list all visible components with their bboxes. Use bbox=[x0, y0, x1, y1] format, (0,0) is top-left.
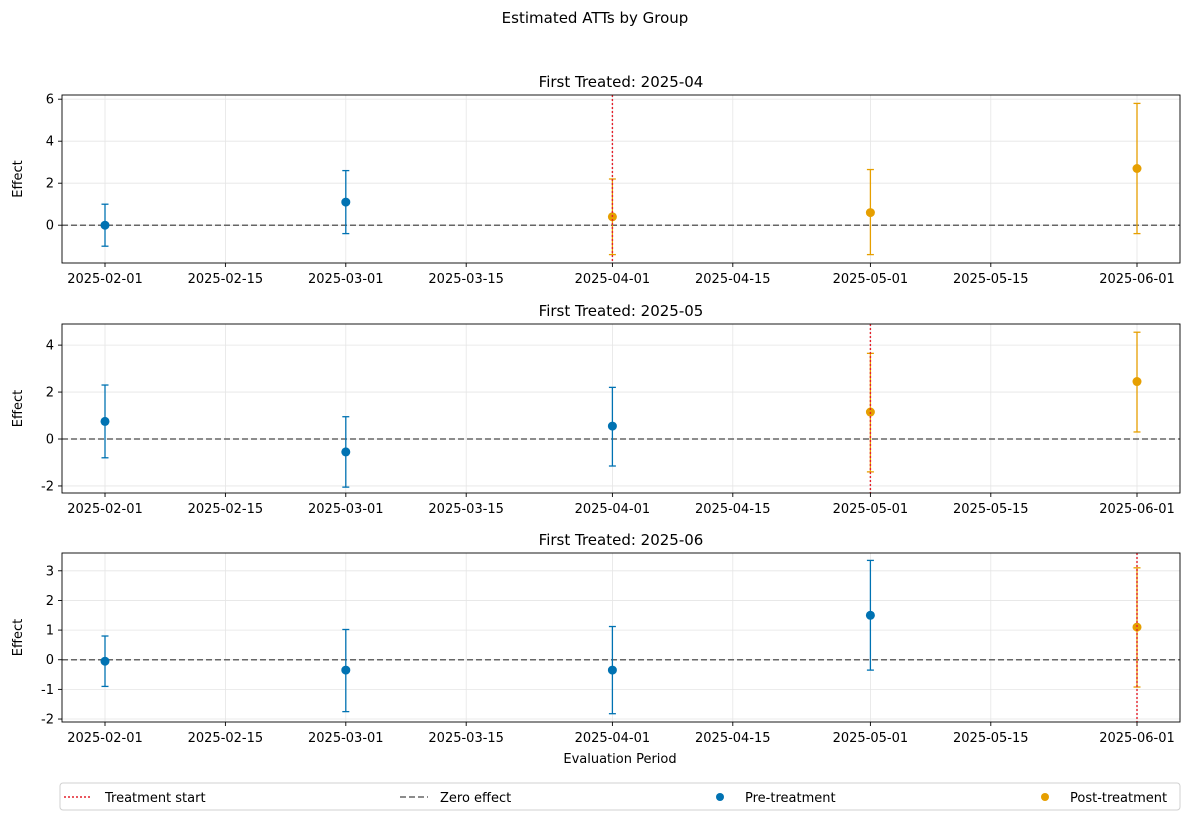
legend-marker-swatch bbox=[1041, 793, 1049, 801]
y-tick-label: -2 bbox=[41, 713, 54, 728]
y-tick-label: 2 bbox=[46, 177, 54, 192]
panel-title: First Treated: 2025-04 bbox=[539, 73, 704, 91]
panel-title: First Treated: 2025-06 bbox=[539, 531, 704, 549]
y-tick-label: -2 bbox=[41, 479, 54, 494]
y-axis-label: Effect bbox=[11, 160, 26, 197]
x-tick-label: 2025-05-15 bbox=[953, 731, 1029, 746]
x-tick-label: 2025-03-01 bbox=[308, 731, 384, 746]
legend-label: Post-treatment bbox=[1070, 791, 1167, 806]
x-tick-label: 2025-05-01 bbox=[833, 731, 909, 746]
y-axis-label: Effect bbox=[11, 390, 26, 427]
x-tick-label: 2025-04-01 bbox=[575, 502, 651, 517]
x-tick-label: 2025-03-01 bbox=[308, 272, 384, 287]
figure-title: Estimated ATTs by Group bbox=[502, 9, 689, 27]
legend-marker-swatch bbox=[716, 793, 724, 801]
x-axis-label: Evaluation Period bbox=[563, 752, 676, 767]
x-tick-label: 2025-03-15 bbox=[428, 502, 504, 517]
y-tick-label: 0 bbox=[46, 433, 54, 448]
panel-title: First Treated: 2025-05 bbox=[539, 302, 704, 320]
x-tick-label: 2025-04-15 bbox=[695, 502, 771, 517]
pre-treatment-point bbox=[865, 610, 875, 620]
x-tick-label: 2025-02-01 bbox=[67, 272, 143, 287]
x-tick-label: 2025-06-01 bbox=[1099, 502, 1175, 517]
legend-label: Pre-treatment bbox=[745, 791, 836, 806]
plot-frame bbox=[61, 552, 1181, 723]
pre-treatment-point bbox=[341, 197, 351, 207]
x-tick-label: 2025-02-15 bbox=[188, 731, 264, 746]
y-tick-label: -1 bbox=[41, 683, 54, 698]
x-tick-label: 2025-05-15 bbox=[953, 272, 1029, 287]
x-tick-label: 2025-04-15 bbox=[695, 731, 771, 746]
y-tick-label: 4 bbox=[46, 135, 54, 150]
x-tick-label: 2025-06-01 bbox=[1099, 272, 1175, 287]
pre-treatment-point bbox=[341, 665, 351, 675]
y-axis-label: Effect bbox=[11, 619, 26, 656]
post-treatment-point bbox=[1132, 622, 1142, 632]
pre-treatment-point bbox=[607, 421, 617, 431]
plot-frame bbox=[61, 94, 1181, 264]
post-treatment-point bbox=[1132, 377, 1142, 387]
x-tick-label: 2025-04-15 bbox=[695, 272, 771, 287]
y-tick-label: 2 bbox=[46, 386, 54, 401]
x-tick-label: 2025-02-01 bbox=[67, 502, 143, 517]
panel-1: 2025-02-01 2025-02-15 2025-03-01 2025-03-15… bbox=[11, 73, 1181, 287]
legend-label: Treatment start bbox=[104, 791, 206, 806]
legend-frame bbox=[59, 782, 1181, 811]
x-tick-label: 2025-04-01 bbox=[575, 272, 651, 287]
legend-label: Zero effect bbox=[440, 791, 511, 806]
pre-treatment-point bbox=[607, 665, 617, 675]
x-tick-label: 2025-03-15 bbox=[428, 731, 504, 746]
pre-treatment-point bbox=[100, 220, 110, 230]
post-treatment-point bbox=[865, 208, 875, 218]
x-tick-label: 2025-05-01 bbox=[833, 502, 909, 517]
x-tick-label: 2025-05-01 bbox=[833, 272, 909, 287]
y-tick-label: 1 bbox=[46, 624, 54, 639]
pre-treatment-point bbox=[100, 656, 110, 666]
legend: Treatment start Zero effect Pre-treatment P… bbox=[59, 782, 1181, 811]
pre-treatment-point bbox=[100, 416, 110, 426]
x-tick-label: 2025-03-01 bbox=[308, 502, 384, 517]
panels: 2025-02-01 2025-02-15 2025-03-01 2025-03-15… bbox=[11, 73, 1181, 746]
x-tick-label: 2025-03-15 bbox=[428, 272, 504, 287]
y-tick-label: 0 bbox=[46, 219, 54, 234]
post-treatment-point bbox=[1132, 164, 1142, 173]
y-tick-label: 2 bbox=[46, 594, 54, 609]
y-tick-label: 3 bbox=[46, 564, 54, 579]
x-tick-label: 2025-02-01 bbox=[67, 731, 143, 746]
pre-treatment-point bbox=[341, 447, 351, 457]
panel-3: 2025-02-01 2025-02-15 2025-03-01 2025-03-15… bbox=[11, 531, 1181, 746]
x-tick-label: 2025-05-15 bbox=[953, 502, 1029, 517]
y-tick-label: 6 bbox=[46, 93, 54, 108]
panel-2: 2025-02-01 2025-02-15 2025-03-01 2025-03-15… bbox=[11, 302, 1181, 517]
y-tick-label: 0 bbox=[46, 653, 54, 668]
plot-frame bbox=[61, 323, 1181, 494]
y-tick-label: 4 bbox=[46, 339, 54, 354]
x-tick-label: 2025-02-15 bbox=[188, 502, 264, 517]
x-tick-label: 2025-02-15 bbox=[188, 272, 264, 287]
x-tick-label: 2025-06-01 bbox=[1099, 731, 1175, 746]
x-tick-label: 2025-04-01 bbox=[575, 731, 651, 746]
